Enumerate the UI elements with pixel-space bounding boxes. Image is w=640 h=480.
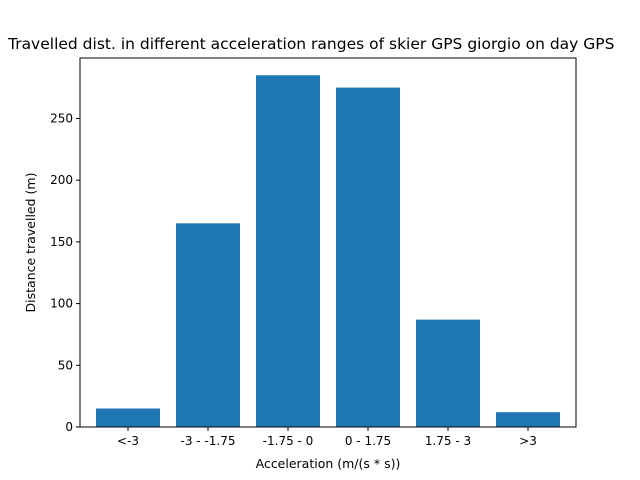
bar-2	[256, 75, 320, 427]
y-tick-label: 50	[58, 358, 73, 372]
y-tick-label: 250	[50, 111, 73, 125]
bar-3	[336, 87, 400, 428]
x-tick-label: -3 - -1.75	[181, 434, 236, 448]
x-axis-ticks: <-3 -3 - -1.75 -1.75 - 0 0 - 1.75 1.75 - 3 >3	[117, 427, 537, 448]
y-axis-ticks: 0 50 100 150 200 250	[50, 111, 80, 434]
bar-1	[176, 223, 240, 427]
x-tick-label: >3	[519, 434, 537, 448]
bar-0	[96, 408, 160, 427]
x-tick-label: 0 - 1.75	[345, 434, 391, 448]
plot-frame	[79, 57, 577, 428]
y-tick-label: 0	[65, 420, 73, 434]
bars-group	[96, 75, 560, 428]
bar-5	[496, 412, 560, 427]
y-axis-label: Distance travelled (m)	[23, 173, 38, 313]
bar-4	[416, 319, 480, 427]
y-tick-label: 150	[50, 235, 73, 249]
x-axis-label: Acceleration (m/(s * s))	[256, 456, 401, 471]
x-tick-label: -1.75 - 0	[263, 434, 314, 448]
y-tick-label: 100	[50, 297, 73, 311]
x-tick-label: 1.75 - 3	[425, 434, 471, 448]
x-tick-label: <-3	[117, 434, 139, 448]
y-tick-label: 200	[50, 173, 73, 187]
chart-title: Travelled dist. in different acceleratio…	[7, 35, 614, 53]
